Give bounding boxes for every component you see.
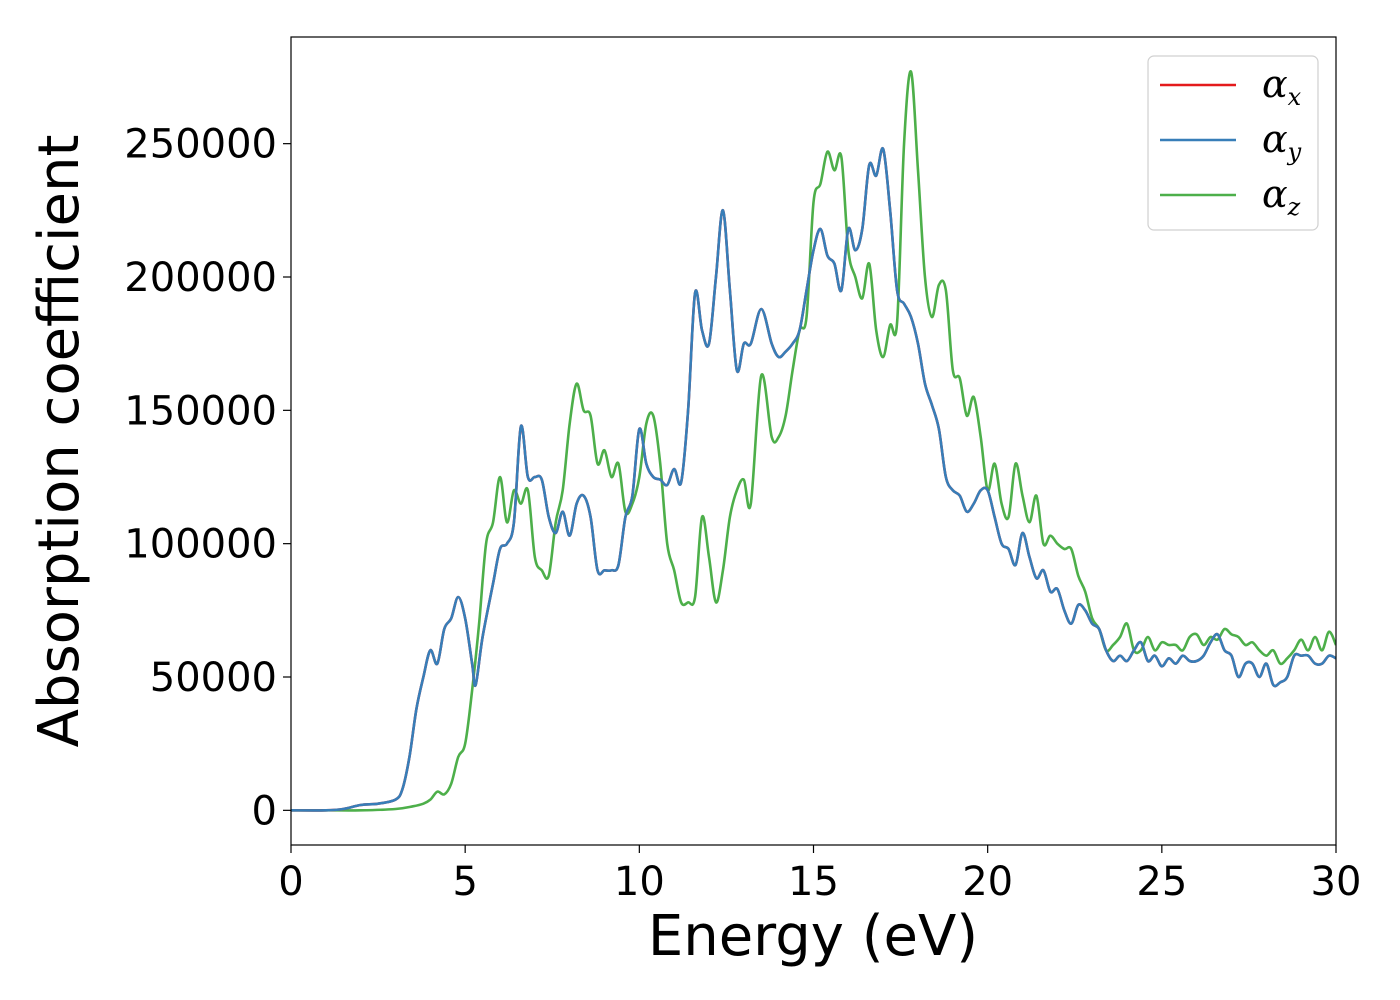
- x-tick-label: 5: [452, 859, 477, 905]
- legend-label-alpha-x: αx: [1262, 62, 1302, 111]
- x-tick-label: 25: [1136, 859, 1187, 905]
- y-axis-label: Absorption coefficient: [27, 135, 92, 748]
- x-tick-label: 30: [1311, 859, 1362, 905]
- series-line-alpha-z: [291, 70, 1336, 812]
- series-layer: [291, 70, 1336, 812]
- legend-box: [1147, 55, 1319, 231]
- y-tick-label: 150000: [124, 388, 277, 434]
- legend: αx αy αz: [1147, 55, 1319, 231]
- x-axis: 0 5 10 15 20 25 30: [278, 845, 1361, 905]
- x-tick-label: 10: [614, 859, 665, 905]
- y-tick-label: 200000: [124, 255, 277, 301]
- series-line-alpha-y: [291, 147, 1336, 812]
- x-tick-label: 0: [278, 859, 303, 905]
- y-tick-label: 50000: [150, 655, 277, 701]
- y-tick-label: 100000: [124, 522, 277, 568]
- x-axis-label: Energy (eV): [648, 904, 978, 969]
- x-tick-label: 15: [788, 859, 839, 905]
- y-axis: 0 50000 100000 150000 200000 250000: [124, 122, 291, 834]
- y-tick-label: 0: [252, 788, 277, 834]
- y-tick-label: 250000: [124, 122, 277, 168]
- legend-label-alpha-y: αy: [1262, 117, 1302, 166]
- x-tick-label: 20: [962, 859, 1013, 905]
- legend-label-alpha-z: αz: [1262, 172, 1301, 221]
